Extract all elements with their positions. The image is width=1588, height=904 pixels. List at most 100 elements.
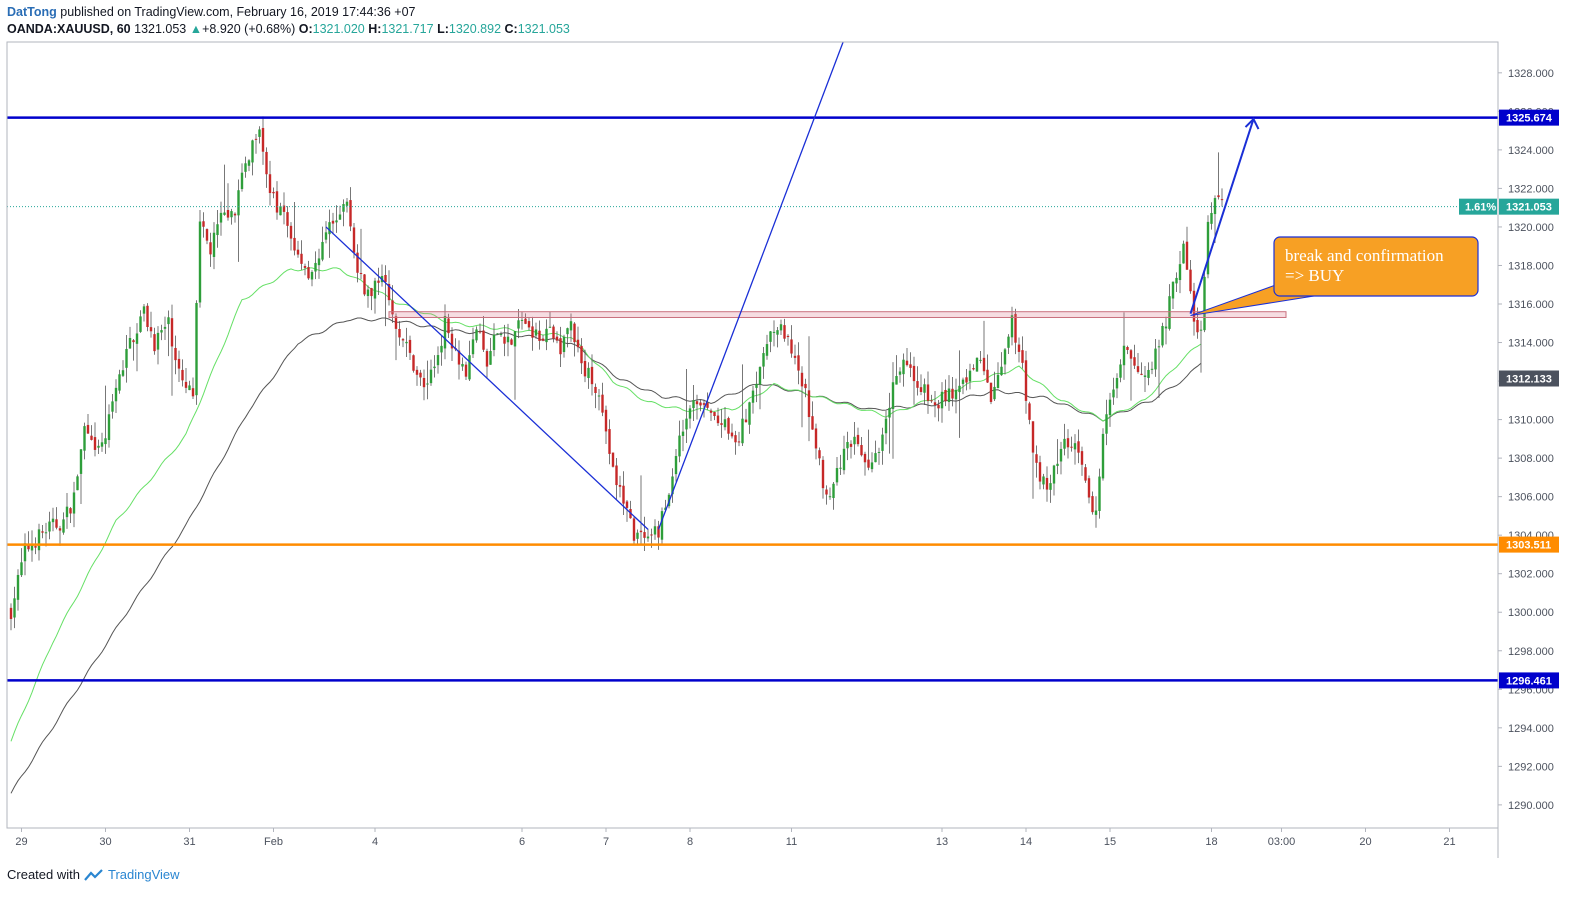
candle-down <box>576 339 580 348</box>
candle-up <box>471 339 475 355</box>
candle-down <box>797 355 800 371</box>
candle-down <box>986 369 989 383</box>
candle-up <box>961 379 965 384</box>
candle-down <box>352 227 356 253</box>
y-tick-label: 1324.000 <box>1508 145 1554 157</box>
candle-up <box>128 337 132 349</box>
candle-down <box>58 528 62 531</box>
candle-up <box>520 319 524 321</box>
candle-down <box>856 434 860 445</box>
candle-down <box>209 242 212 255</box>
candle-up <box>846 442 849 449</box>
candle-up <box>1042 476 1045 485</box>
candle-down <box>1140 373 1143 375</box>
candle-down <box>170 318 174 347</box>
candle-down <box>905 360 909 366</box>
candle-up <box>1063 438 1066 449</box>
candle-down <box>860 445 863 456</box>
candle-up <box>548 326 552 328</box>
candle-down <box>643 532 646 538</box>
y-tick-label: 1294.000 <box>1508 723 1554 735</box>
candle-down <box>811 416 814 430</box>
candle-down <box>1129 350 1133 359</box>
candle-down <box>737 441 741 443</box>
candle-up <box>842 448 846 471</box>
candle-up <box>776 330 779 335</box>
price-badge-resistance-bg <box>1499 109 1559 126</box>
candle-up <box>328 222 331 235</box>
candle-down <box>1196 320 1199 333</box>
open-label: O: <box>298 22 313 36</box>
price-badge-ma-bg <box>1499 370 1559 387</box>
candle-down <box>989 382 993 402</box>
candle-up <box>76 476 79 491</box>
candle-down <box>583 361 587 377</box>
candle-down <box>485 351 489 367</box>
candle-down <box>982 357 986 372</box>
candle-down <box>303 266 307 268</box>
price-badge-support-bg <box>1499 536 1559 553</box>
candle-up <box>188 385 191 391</box>
candle-up <box>1182 243 1185 264</box>
candle-down <box>909 364 912 368</box>
candle-up <box>429 369 433 384</box>
candle-up <box>44 532 48 534</box>
high-value: 1321.717 <box>381 22 434 36</box>
candle-down <box>727 418 730 434</box>
candle-up <box>940 391 944 409</box>
candle-down <box>146 305 149 328</box>
y-tick-label: 1302.000 <box>1508 569 1554 581</box>
candle-down <box>1192 290 1196 322</box>
trend-line <box>657 42 844 530</box>
candle-up <box>569 321 573 331</box>
candle-up <box>1122 345 1126 366</box>
plot-frame <box>6 41 1499 829</box>
candle-up <box>1007 336 1010 348</box>
candle-up <box>646 536 650 539</box>
symbol-name[interactable]: OANDA:XAUUSD, 60 <box>7 22 131 36</box>
candle-up <box>898 371 902 375</box>
candle-up <box>114 387 118 402</box>
candle-down <box>293 237 296 251</box>
candle-down <box>356 252 359 273</box>
candle-up <box>947 388 951 403</box>
candle-up <box>1105 414 1108 434</box>
candle-down <box>618 484 622 487</box>
candle-down <box>713 412 716 417</box>
candle-down <box>401 339 405 341</box>
candle-up <box>832 483 835 499</box>
candle-down <box>695 401 699 405</box>
author-link[interactable]: DatTong <box>7 5 57 19</box>
candle-up <box>125 348 128 368</box>
candle-down <box>944 389 947 402</box>
price-badge-resistance: 1325.674 <box>1506 113 1553 125</box>
candle-up <box>1210 212 1213 224</box>
candle-up <box>195 302 198 396</box>
candle-up <box>20 562 23 576</box>
candle-up <box>562 336 566 353</box>
candle-up <box>545 328 548 343</box>
x-tick-label: 14 <box>1020 836 1032 848</box>
candle-down <box>783 325 786 339</box>
candle-down <box>265 151 268 175</box>
tradingview-brand[interactable]: TradingView <box>107 867 180 882</box>
candle-down <box>937 404 940 409</box>
candle-down <box>503 336 506 344</box>
candle-up <box>891 382 895 410</box>
candle-down <box>478 331 482 333</box>
candle-down <box>191 388 195 397</box>
candle-down <box>611 452 615 467</box>
x-tick-label: 21 <box>1443 836 1455 848</box>
publish-info: DatTong published on TradingView.com, Fe… <box>7 5 415 19</box>
candle-down <box>268 174 272 194</box>
candle-up <box>1143 375 1147 377</box>
candle-up <box>237 190 240 216</box>
candle-down <box>951 388 954 399</box>
candle-up <box>139 316 142 332</box>
candle-down <box>177 358 181 369</box>
candle-down <box>552 326 555 339</box>
candle-down <box>90 435 93 440</box>
candle-down <box>821 459 825 489</box>
candle-up <box>440 345 443 353</box>
